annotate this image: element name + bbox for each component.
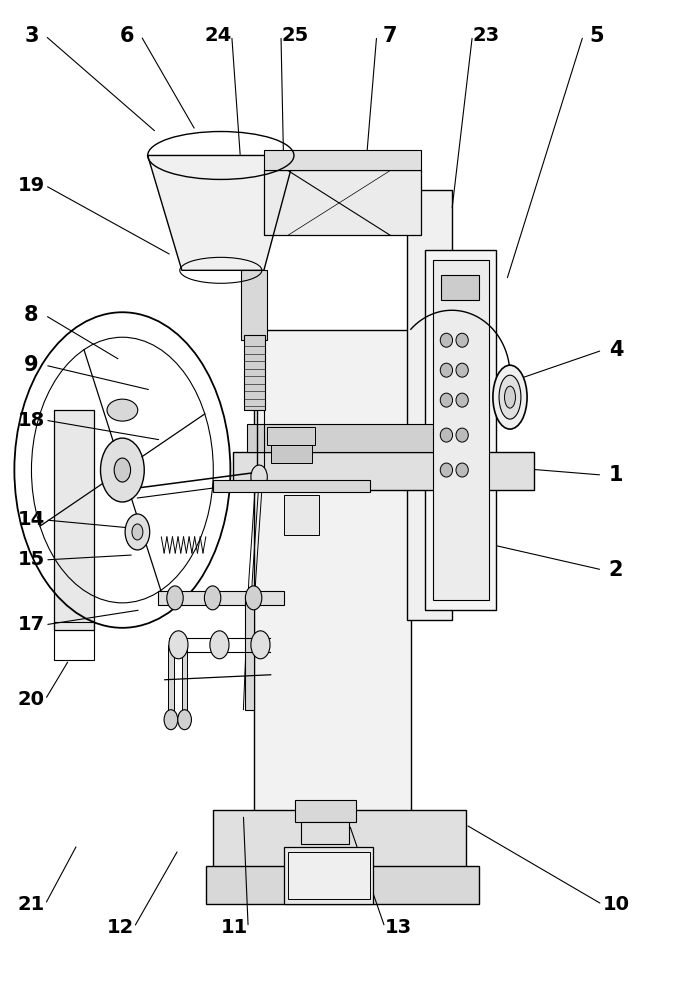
Text: 25: 25 bbox=[281, 26, 308, 45]
Ellipse shape bbox=[456, 363, 469, 377]
Ellipse shape bbox=[245, 586, 262, 610]
Text: 1: 1 bbox=[609, 465, 623, 485]
Ellipse shape bbox=[440, 363, 453, 377]
Text: 5: 5 bbox=[590, 26, 604, 46]
Ellipse shape bbox=[167, 586, 183, 610]
Text: 18: 18 bbox=[18, 411, 45, 430]
Bar bbox=[264, 170, 421, 235]
Bar bbox=[284, 847, 373, 904]
Text: 9: 9 bbox=[24, 355, 39, 375]
Ellipse shape bbox=[204, 586, 221, 610]
Bar bbox=[301, 822, 349, 844]
Bar bbox=[169, 645, 174, 720]
Ellipse shape bbox=[169, 631, 188, 659]
Ellipse shape bbox=[440, 393, 453, 407]
Ellipse shape bbox=[251, 631, 270, 659]
Text: 20: 20 bbox=[18, 690, 45, 709]
Bar bbox=[247, 424, 452, 452]
Bar bbox=[245, 595, 253, 710]
Bar bbox=[284, 495, 319, 535]
Bar bbox=[295, 800, 356, 822]
Ellipse shape bbox=[101, 438, 145, 502]
Bar bbox=[425, 250, 497, 610]
Ellipse shape bbox=[164, 710, 177, 730]
Bar bbox=[158, 591, 284, 605]
Bar bbox=[54, 622, 94, 660]
Ellipse shape bbox=[440, 428, 453, 442]
Bar bbox=[212, 480, 370, 492]
Bar bbox=[408, 190, 452, 620]
Text: 19: 19 bbox=[18, 176, 45, 195]
Ellipse shape bbox=[251, 465, 267, 489]
Text: 12: 12 bbox=[107, 918, 134, 937]
Ellipse shape bbox=[456, 463, 469, 477]
Bar bbox=[244, 335, 264, 410]
Text: 21: 21 bbox=[18, 895, 45, 914]
Ellipse shape bbox=[505, 386, 515, 408]
Text: 8: 8 bbox=[24, 305, 39, 325]
Bar bbox=[212, 810, 466, 869]
Ellipse shape bbox=[456, 333, 469, 347]
Bar bbox=[241, 270, 267, 340]
Ellipse shape bbox=[456, 393, 469, 407]
Text: 23: 23 bbox=[473, 26, 499, 45]
Text: 11: 11 bbox=[221, 918, 248, 937]
Bar bbox=[206, 866, 480, 904]
Text: 15: 15 bbox=[18, 550, 45, 569]
Text: 14: 14 bbox=[18, 510, 45, 529]
Bar bbox=[271, 445, 312, 463]
Text: 2: 2 bbox=[609, 560, 623, 580]
Ellipse shape bbox=[114, 458, 131, 482]
Text: 3: 3 bbox=[24, 26, 39, 46]
Ellipse shape bbox=[107, 399, 138, 421]
Ellipse shape bbox=[125, 514, 150, 550]
Bar bbox=[288, 852, 370, 899]
Text: 10: 10 bbox=[602, 895, 630, 914]
Text: 6: 6 bbox=[120, 26, 134, 46]
Bar bbox=[182, 645, 187, 720]
Text: 4: 4 bbox=[609, 340, 623, 360]
Bar bbox=[264, 150, 421, 170]
Bar bbox=[267, 427, 315, 445]
Ellipse shape bbox=[493, 365, 527, 429]
Bar bbox=[233, 452, 534, 490]
Text: 7: 7 bbox=[383, 26, 397, 46]
Text: 17: 17 bbox=[18, 615, 45, 634]
Ellipse shape bbox=[440, 463, 453, 477]
Bar bbox=[253, 330, 411, 859]
Bar bbox=[54, 410, 94, 630]
Ellipse shape bbox=[456, 428, 469, 442]
Ellipse shape bbox=[132, 524, 143, 540]
Ellipse shape bbox=[440, 333, 453, 347]
Ellipse shape bbox=[499, 375, 521, 419]
Ellipse shape bbox=[210, 631, 229, 659]
Ellipse shape bbox=[177, 710, 191, 730]
Bar bbox=[433, 260, 489, 600]
Text: 24: 24 bbox=[204, 26, 232, 45]
Text: 13: 13 bbox=[385, 918, 412, 937]
Polygon shape bbox=[148, 155, 295, 270]
Bar bbox=[441, 275, 479, 300]
